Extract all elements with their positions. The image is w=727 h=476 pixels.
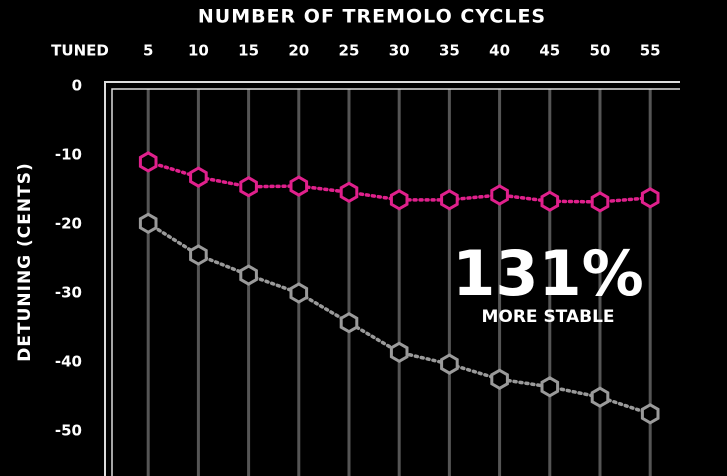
data-point bbox=[540, 190, 560, 212]
x-tick-label: 40 bbox=[489, 42, 510, 60]
x-tick-label: 45 bbox=[539, 42, 560, 60]
y-tick-label: -50 bbox=[55, 422, 82, 440]
y-tick-label: -20 bbox=[55, 215, 82, 233]
data-point bbox=[189, 244, 208, 266]
axis-frame bbox=[104, 81, 680, 476]
x-tick-label: 20 bbox=[288, 42, 309, 60]
data-point bbox=[239, 175, 258, 198]
data-point bbox=[339, 311, 359, 334]
data-point bbox=[540, 376, 560, 398]
data-point bbox=[289, 282, 309, 304]
data-point bbox=[490, 184, 509, 206]
x-tick-label: 15 bbox=[238, 42, 259, 60]
x-tick-label: 55 bbox=[640, 42, 661, 60]
y-axis-label: DETUNING (CENTS) bbox=[15, 162, 35, 361]
data-point bbox=[440, 189, 459, 211]
axis-frame-inner bbox=[111, 88, 680, 476]
data-point bbox=[138, 151, 158, 173]
x-tick-label: 10 bbox=[188, 42, 209, 60]
data-point bbox=[239, 264, 258, 286]
y-tick-label: -30 bbox=[55, 284, 82, 302]
data-point bbox=[440, 353, 459, 375]
y-tick-label: 0 bbox=[72, 77, 82, 95]
data-point bbox=[289, 175, 309, 197]
x-tick-label: 50 bbox=[590, 42, 611, 60]
data-point bbox=[138, 212, 158, 235]
y-tick-label: -10 bbox=[55, 146, 82, 164]
data-point bbox=[590, 386, 610, 408]
x-tick-label: 30 bbox=[389, 42, 410, 60]
data-point bbox=[640, 403, 660, 425]
x-tick-label: TUNED bbox=[51, 42, 109, 60]
x-tick-label: 25 bbox=[339, 42, 360, 60]
data-point bbox=[189, 166, 208, 188]
annotation: 131% bbox=[452, 237, 644, 310]
annotation-sub: MORE STABLE bbox=[481, 307, 614, 327]
x-tick-label: 5 bbox=[143, 42, 153, 60]
data-point bbox=[389, 189, 409, 211]
y-tick-label: -40 bbox=[55, 353, 82, 371]
data-point bbox=[490, 368, 509, 391]
data-point bbox=[389, 341, 409, 364]
x-tick-label: 35 bbox=[439, 42, 460, 60]
data-point bbox=[339, 181, 359, 204]
data-point bbox=[590, 191, 610, 213]
data-point bbox=[640, 187, 660, 209]
chart-title: NUMBER OF TREMOLO CYCLES bbox=[198, 6, 546, 28]
